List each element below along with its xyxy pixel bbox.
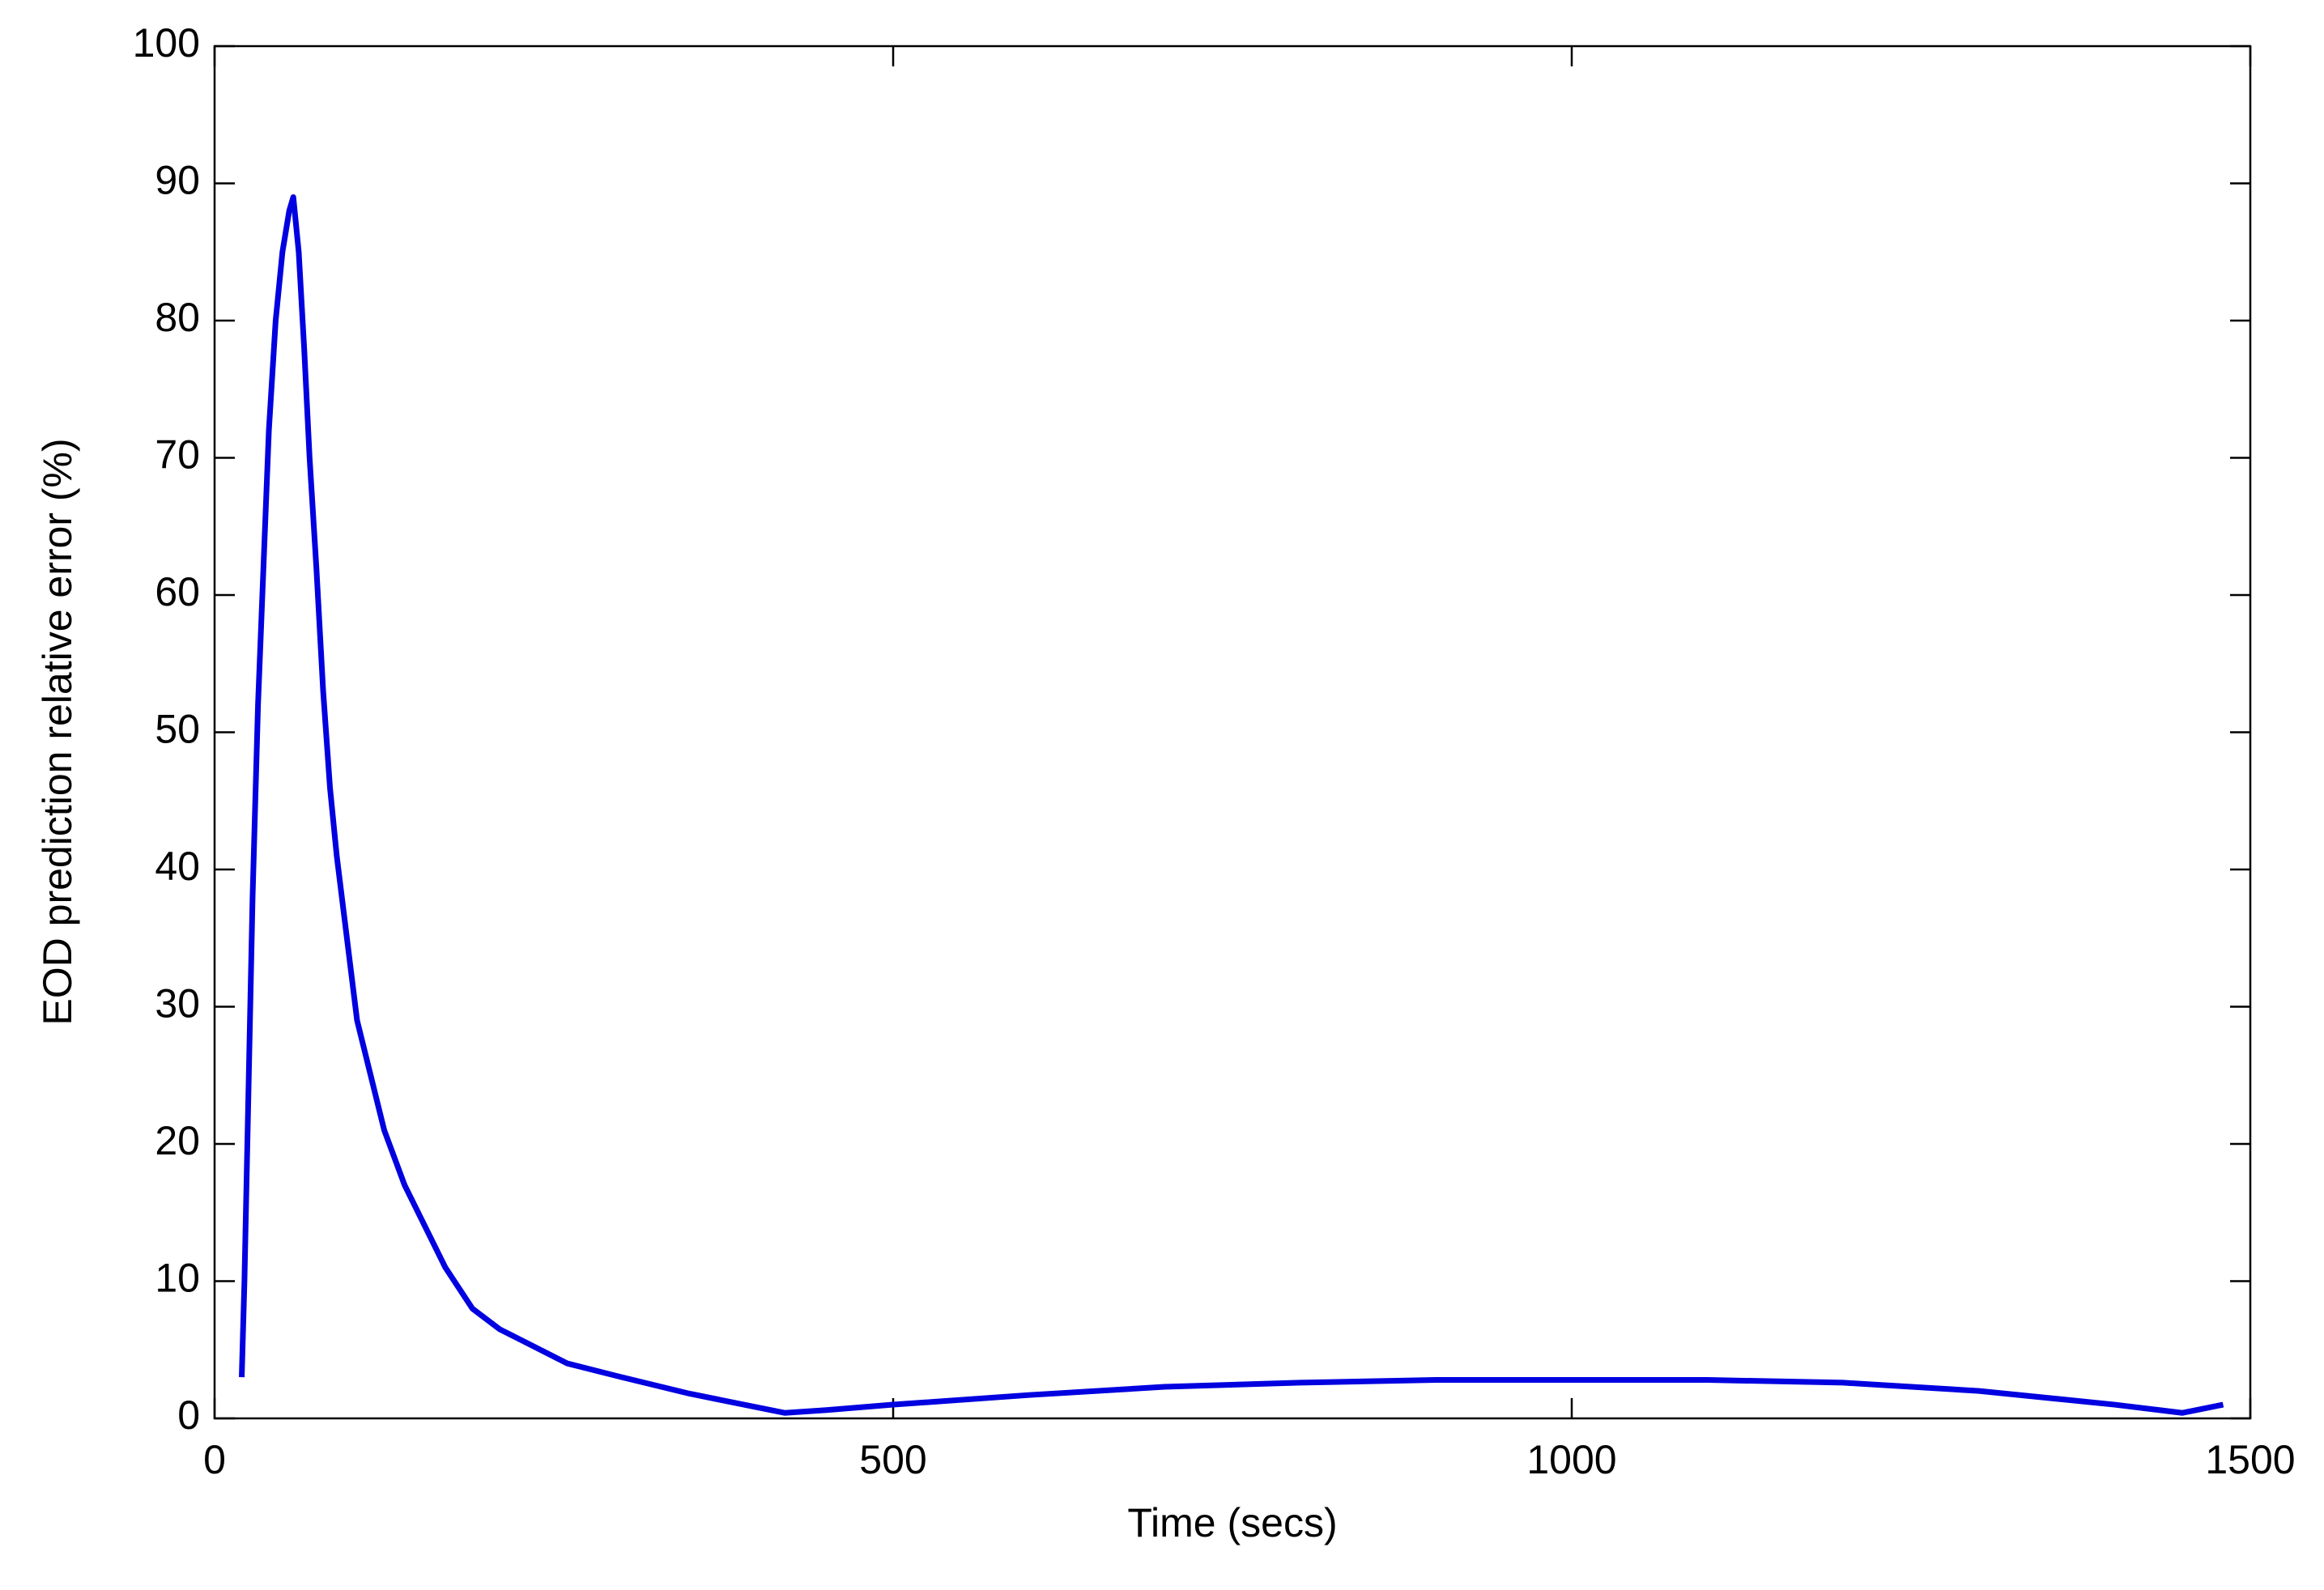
x-axis-label: Time (secs): [1127, 1500, 1337, 1545]
y-tick-label: 10: [155, 1256, 200, 1301]
plot-frame: [213, 45, 2252, 1420]
y-tick-label: 0: [177, 1392, 200, 1438]
y-tick-label: 30: [155, 981, 200, 1027]
y-tick-label: 70: [155, 432, 200, 478]
x-tick-label: 500: [859, 1437, 926, 1482]
data-line: [239, 193, 2224, 1416]
y-tick-label: 90: [155, 158, 200, 203]
y-tick-label: 80: [155, 295, 200, 340]
y-axis-label: EOD prediction relative error (%): [35, 438, 80, 1025]
y-tick-label: 40: [155, 844, 200, 889]
x-tick-label: 0: [203, 1437, 226, 1482]
y-tick-label: 50: [155, 707, 200, 752]
y-tick-label: 100: [133, 20, 200, 66]
y-tick-label: 60: [155, 569, 200, 614]
y-tick-label: 20: [155, 1118, 200, 1163]
x-tick-label: 1000: [1526, 1437, 1616, 1482]
x-tick-label: 1500: [2205, 1437, 2295, 1482]
